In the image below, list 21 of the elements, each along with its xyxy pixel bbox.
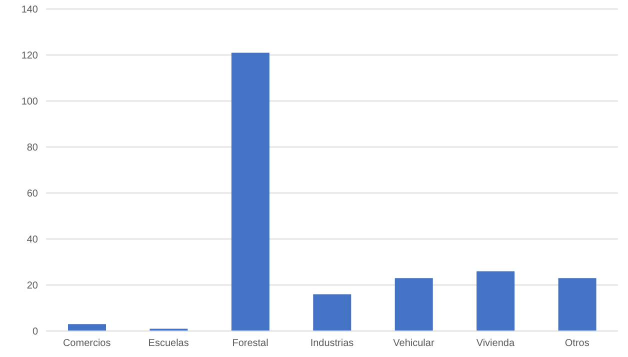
x-tick-label: Comercios xyxy=(62,338,111,350)
bar xyxy=(68,324,106,331)
x-tick-label: Industrias xyxy=(310,338,354,350)
y-tick-label: 100 xyxy=(21,96,38,108)
bar xyxy=(313,294,352,331)
y-tick-label: 140 xyxy=(21,4,38,16)
bar xyxy=(231,52,270,331)
y-tick-label: 0 xyxy=(32,326,38,338)
y-tick-label: 80 xyxy=(26,142,38,154)
bar xyxy=(558,278,596,331)
y-tick-label: 40 xyxy=(26,234,38,246)
x-tick-label: Vivienda xyxy=(476,338,515,350)
x-tick-label: Vehicular xyxy=(393,338,435,350)
bar xyxy=(476,271,515,331)
y-tick-label: 120 xyxy=(21,50,38,62)
y-tick-label: 20 xyxy=(26,280,38,292)
x-tick-label: Escuelas xyxy=(148,338,189,350)
bar xyxy=(394,278,433,331)
x-tick-label: Forestal xyxy=(232,338,268,350)
x-tick-label: Otros xyxy=(564,338,590,350)
y-tick-label: 60 xyxy=(26,188,38,200)
